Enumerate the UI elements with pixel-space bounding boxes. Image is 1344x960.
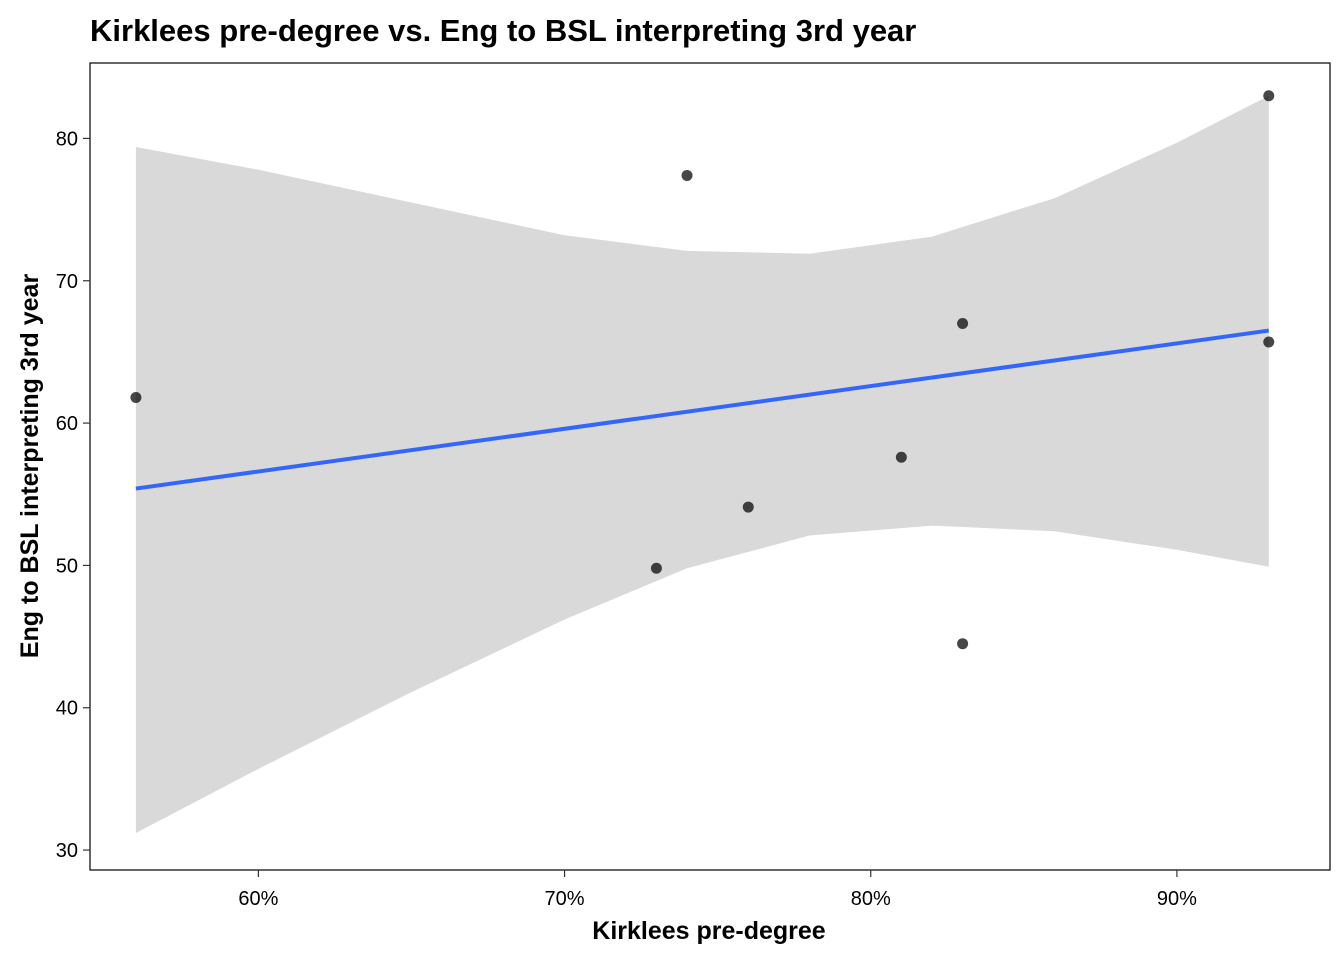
plot-panel-border — [89, 62, 1331, 871]
data-point-3 — [681, 169, 693, 181]
x-axis-title: Kirklees pre-degree — [592, 917, 826, 945]
y-tick-label: 80 — [56, 128, 78, 150]
data-point-9 — [1263, 336, 1275, 348]
data-point-4 — [742, 501, 754, 513]
data-point-2 — [650, 562, 662, 574]
x-tick-label: 60% — [238, 888, 278, 910]
data-point-6 — [957, 317, 969, 329]
regression-line — [135, 328, 1270, 491]
y-axis-title: Eng to BSL interpreting 3rd year — [16, 274, 44, 659]
x-axis: 60% 70% 80% 90% — [238, 870, 1197, 910]
y-tick-label: 50 — [56, 555, 78, 577]
data-point-7 — [957, 638, 969, 650]
x-tick-label: 80% — [851, 888, 891, 910]
x-tick-label: 70% — [545, 888, 585, 910]
data-point-5 — [895, 451, 907, 463]
y-tick-label: 30 — [56, 840, 78, 862]
data-point-8 — [1263, 90, 1275, 102]
chart-title: Kirklees pre-degree vs. Eng to BSL inter… — [90, 13, 916, 48]
y-tick-label: 60 — [56, 413, 78, 435]
data-point-1 — [130, 391, 142, 403]
confidence-band — [135, 95, 1269, 833]
x-tick-label: 90% — [1157, 888, 1197, 910]
y-tick-label: 40 — [56, 698, 78, 720]
y-axis: 30 40 50 60 70 80 — [56, 128, 90, 862]
y-tick-label: 70 — [56, 271, 78, 293]
plot-area — [130, 90, 1275, 833]
